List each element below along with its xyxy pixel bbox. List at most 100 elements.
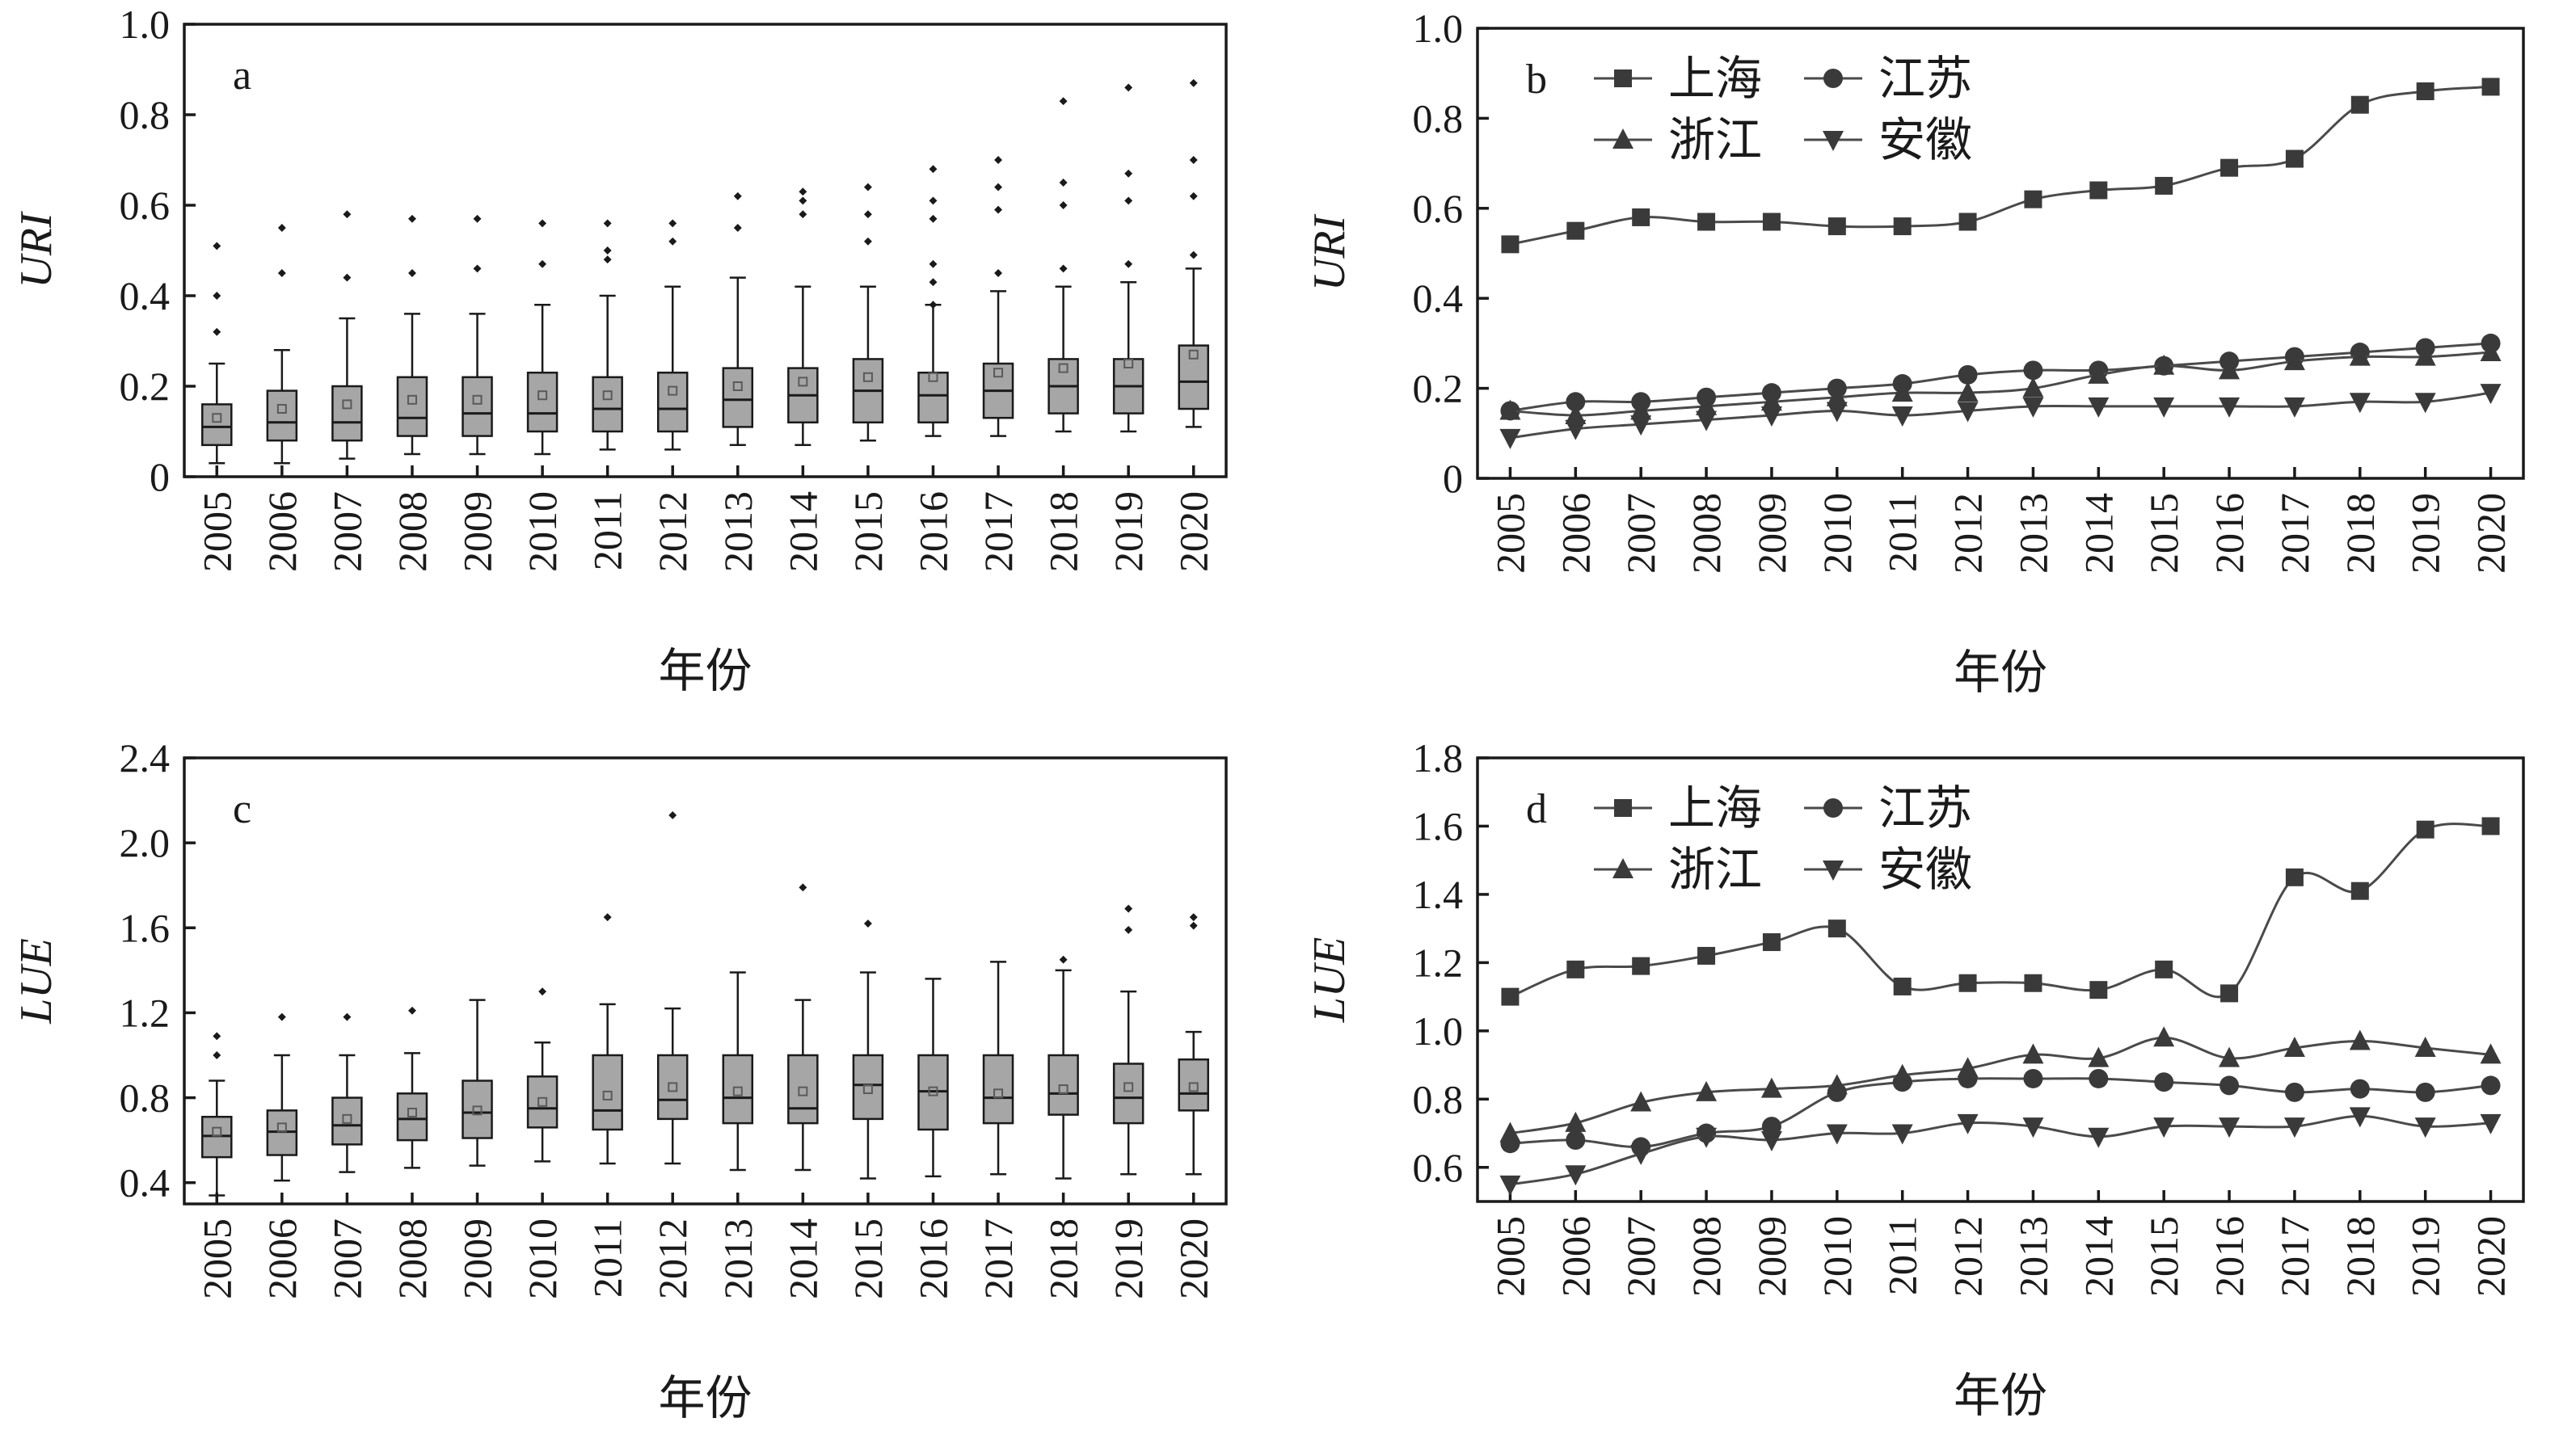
outlier-point xyxy=(408,1006,416,1015)
outlier-point xyxy=(408,269,416,277)
data-point xyxy=(2088,1046,2110,1067)
legend-label: 安徽 xyxy=(1878,844,1972,896)
plot-frame xyxy=(1476,27,2525,480)
data-point xyxy=(1760,1077,1782,1098)
data-point xyxy=(1893,977,1912,995)
y-axis-title: LUE xyxy=(11,938,61,1025)
outlier-point xyxy=(408,214,416,223)
x-tick-label: 2007 xyxy=(1618,493,1663,574)
data-point xyxy=(1632,208,1650,226)
box-iqr xyxy=(1112,1063,1144,1125)
mean-marker xyxy=(798,1086,808,1096)
data-point xyxy=(1696,1080,1718,1101)
mean-marker xyxy=(1058,1084,1069,1095)
x-tick-label: 2014 xyxy=(2076,1216,2121,1297)
box-2017 xyxy=(982,156,1014,437)
x-tick-label: 2008 xyxy=(390,1218,435,1299)
legend-marker xyxy=(1823,131,1844,151)
data-point xyxy=(1762,213,1781,231)
data-point xyxy=(2023,1068,2043,1088)
x-tick-label: 2012 xyxy=(1945,1216,1991,1297)
box-2020 xyxy=(1178,913,1209,1176)
box-2008 xyxy=(396,1006,428,1169)
x-tick-label: 2008 xyxy=(390,491,435,572)
legend-label: 上海 xyxy=(1668,53,1762,105)
box-2005 xyxy=(201,1032,233,1197)
x-tick-label: 2006 xyxy=(1553,493,1598,574)
x-axis-title: 年份 xyxy=(1954,646,2047,699)
box-2020 xyxy=(1178,78,1209,428)
outlier-point xyxy=(863,183,872,191)
outlier-point xyxy=(538,259,547,268)
outlier-point xyxy=(799,187,807,196)
x-tick-label: 2005 xyxy=(1487,493,1532,574)
x-tick-label: 2014 xyxy=(780,491,825,572)
x-tick-label: 2010 xyxy=(1815,493,1860,574)
box-iqr xyxy=(201,403,233,447)
y-tick-label: 0.2 xyxy=(1413,366,1464,411)
box-2006 xyxy=(266,1012,298,1182)
data-point xyxy=(2220,984,2239,1003)
series-line xyxy=(1510,1036,2491,1135)
y-tick-label: 1.6 xyxy=(1413,803,1464,848)
data-point xyxy=(1632,957,1650,975)
data-point xyxy=(2022,1117,2044,1138)
data-point xyxy=(2349,1029,2371,1050)
x-tick-label: 2016 xyxy=(2207,493,2252,574)
mean-marker xyxy=(993,1088,1004,1099)
data-point xyxy=(1826,402,1848,423)
data-point xyxy=(2284,1082,2304,1102)
outlier-point xyxy=(1189,913,1198,922)
data-point xyxy=(1891,1063,1913,1084)
outlier-point xyxy=(929,196,938,205)
y-tick-label: 0.6 xyxy=(1413,186,1464,231)
data-point xyxy=(2024,974,2042,992)
mean-marker xyxy=(1123,1082,1134,1092)
x-axis-title: 年份 xyxy=(1954,1370,2047,1422)
y-tick-label: 0.4 xyxy=(120,1160,171,1206)
box-2019 xyxy=(1112,904,1144,1176)
box-iqr xyxy=(1048,1054,1079,1116)
data-point xyxy=(2088,397,2110,418)
data-point xyxy=(1566,960,1585,978)
x-tick-label: 2013 xyxy=(715,1218,761,1299)
data-point xyxy=(2153,397,2175,418)
x-tick-label: 2011 xyxy=(585,1218,630,1298)
series-0 xyxy=(1501,78,2500,254)
mean-marker xyxy=(276,1122,287,1133)
panel-label: d xyxy=(1526,786,1547,832)
x-tick-label: 2014 xyxy=(2076,493,2121,574)
outlier-point xyxy=(929,278,938,287)
data-point xyxy=(1565,419,1587,440)
data-point xyxy=(2285,149,2304,168)
data-point xyxy=(2283,350,2305,371)
mean-marker xyxy=(407,1107,417,1117)
x-tick-label: 2012 xyxy=(650,491,695,572)
mean-marker xyxy=(537,1096,548,1107)
data-point xyxy=(2349,345,2371,366)
y-tick-label: 0.4 xyxy=(1413,276,1464,321)
data-point xyxy=(1630,1144,1652,1165)
data-point xyxy=(1958,213,1977,231)
x-tick-label: 2011 xyxy=(585,491,630,570)
outlier-point xyxy=(343,273,352,282)
series-2 xyxy=(1499,341,2502,425)
outlier-point xyxy=(538,987,547,996)
outlier-point xyxy=(1189,921,1198,930)
y-tick-label: 1.0 xyxy=(120,2,171,47)
box-2008 xyxy=(396,214,428,456)
outlier-point xyxy=(1059,179,1068,187)
y-tick-label: 1.8 xyxy=(1413,735,1464,781)
mean-marker xyxy=(1188,349,1199,360)
box-2010 xyxy=(526,219,559,456)
box-iqr xyxy=(331,385,363,442)
outlier-point xyxy=(863,210,872,219)
outlier-point xyxy=(343,210,352,219)
mean-marker xyxy=(668,385,678,396)
data-point xyxy=(1501,987,1520,1006)
mean-marker xyxy=(1123,359,1134,368)
data-point xyxy=(1760,406,1782,427)
legend-item: 江苏 xyxy=(1804,53,1972,105)
outlier-point xyxy=(277,1012,286,1021)
